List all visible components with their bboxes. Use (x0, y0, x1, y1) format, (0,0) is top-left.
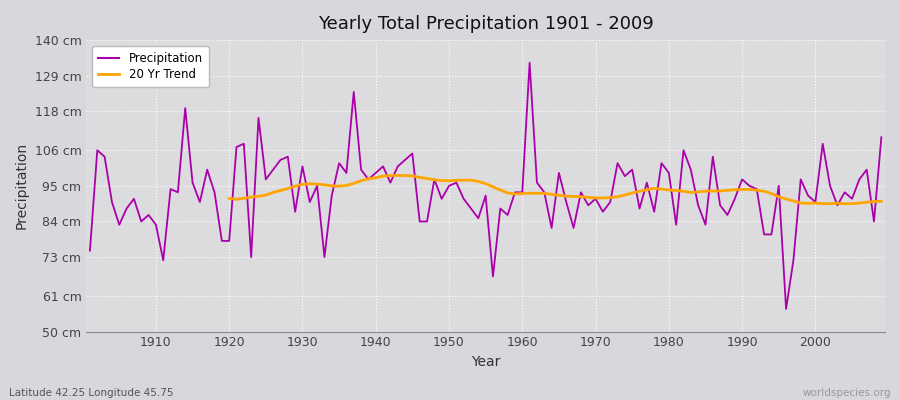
Text: worldspecies.org: worldspecies.org (803, 388, 891, 398)
Title: Yearly Total Precipitation 1901 - 2009: Yearly Total Precipitation 1901 - 2009 (318, 15, 653, 33)
Y-axis label: Precipitation: Precipitation (15, 142, 29, 230)
X-axis label: Year: Year (471, 355, 500, 369)
Legend: Precipitation, 20 Yr Trend: Precipitation, 20 Yr Trend (92, 46, 209, 87)
Text: Latitude 42.25 Longitude 45.75: Latitude 42.25 Longitude 45.75 (9, 388, 174, 398)
